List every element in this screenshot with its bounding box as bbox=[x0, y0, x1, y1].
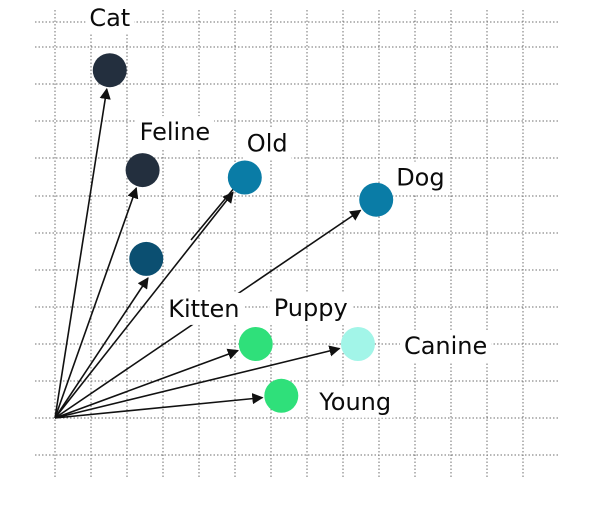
kitten-label-background bbox=[164, 292, 244, 325]
puppy-vector-arrow bbox=[54, 348, 239, 419]
feline-label-background bbox=[135, 116, 215, 149]
canine-vector-arrow bbox=[54, 345, 341, 419]
kitten-point bbox=[129, 241, 164, 276]
feline-label: Feline bbox=[140, 118, 211, 146]
puppy-label: Puppy bbox=[274, 294, 348, 322]
cat-vector-arrow bbox=[54, 87, 111, 419]
puppy-label-background bbox=[269, 292, 352, 324]
canine-label: Canine bbox=[404, 332, 487, 360]
old-label-background bbox=[242, 127, 292, 160]
cat-label-background bbox=[85, 2, 135, 35]
dog-point bbox=[359, 182, 394, 217]
cat-point bbox=[92, 53, 127, 88]
feline-point bbox=[125, 153, 160, 188]
dog-label: Dog bbox=[396, 164, 444, 192]
young-label: Young bbox=[318, 388, 391, 416]
old-label: Old bbox=[247, 130, 288, 158]
young-vector-arrow bbox=[54, 393, 264, 419]
canine-label-background bbox=[399, 330, 492, 362]
young-point bbox=[264, 378, 299, 413]
kitten-label: Kitten bbox=[168, 295, 239, 323]
old-point bbox=[227, 160, 262, 195]
old-vector-arrow bbox=[54, 191, 234, 419]
puppy-point bbox=[238, 327, 273, 361]
canine-point bbox=[340, 327, 375, 361]
word-labels: Cat Feline Kitten Old Dog Puppy Canine Young bbox=[85, 2, 492, 418]
word-points bbox=[92, 53, 394, 413]
cat-label: Cat bbox=[89, 4, 130, 32]
dog-label-background bbox=[392, 161, 449, 194]
kitten-vector-arrow bbox=[54, 277, 149, 419]
young-label-background bbox=[314, 385, 396, 418]
feline-vector-arrow bbox=[54, 186, 139, 419]
